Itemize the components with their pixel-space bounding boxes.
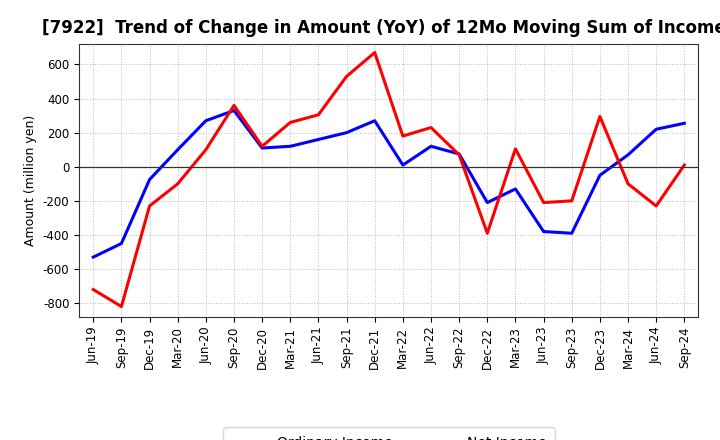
Ordinary Income <box>567 231 576 236</box>
Net Income <box>286 120 294 125</box>
Net Income <box>202 147 210 152</box>
Net Income <box>314 112 323 117</box>
Net Income <box>624 181 632 187</box>
Ordinary Income <box>370 118 379 123</box>
Net Income <box>117 304 126 309</box>
Ordinary Income <box>455 151 464 157</box>
Ordinary Income <box>483 200 492 205</box>
Net Income <box>680 162 688 168</box>
Ordinary Income <box>680 121 688 126</box>
Ordinary Income <box>174 147 182 152</box>
Net Income <box>539 200 548 205</box>
Net Income <box>89 287 98 292</box>
Ordinary Income <box>342 130 351 135</box>
Net Income <box>567 198 576 203</box>
Net Income <box>511 146 520 151</box>
Net Income <box>342 74 351 79</box>
Line: Net Income: Net Income <box>94 52 684 307</box>
Ordinary Income <box>314 137 323 142</box>
Ordinary Income <box>427 143 436 149</box>
Net Income <box>455 152 464 158</box>
Net Income <box>174 181 182 187</box>
Legend: Ordinary Income, Net Income: Ordinary Income, Net Income <box>223 427 554 440</box>
Net Income <box>652 203 660 209</box>
Ordinary Income <box>89 254 98 260</box>
Ordinary Income <box>202 118 210 123</box>
Net Income <box>595 114 604 119</box>
Ordinary Income <box>511 186 520 191</box>
Title: [7922]  Trend of Change in Amount (YoY) of 12Mo Moving Sum of Incomes: [7922] Trend of Change in Amount (YoY) o… <box>42 19 720 37</box>
Ordinary Income <box>652 127 660 132</box>
Net Income <box>258 143 266 149</box>
Ordinary Income <box>286 143 294 149</box>
Net Income <box>399 133 408 139</box>
Net Income <box>483 231 492 236</box>
Ordinary Income <box>258 145 266 150</box>
Ordinary Income <box>595 172 604 178</box>
Ordinary Income <box>399 162 408 168</box>
Net Income <box>145 203 154 209</box>
Net Income <box>370 50 379 55</box>
Ordinary Income <box>145 177 154 182</box>
Ordinary Income <box>624 152 632 158</box>
Net Income <box>230 103 238 108</box>
Line: Ordinary Income: Ordinary Income <box>94 110 684 257</box>
Y-axis label: Amount (million yen): Amount (million yen) <box>24 115 37 246</box>
Ordinary Income <box>117 241 126 246</box>
Net Income <box>427 125 436 130</box>
Ordinary Income <box>539 229 548 234</box>
Ordinary Income <box>230 108 238 113</box>
